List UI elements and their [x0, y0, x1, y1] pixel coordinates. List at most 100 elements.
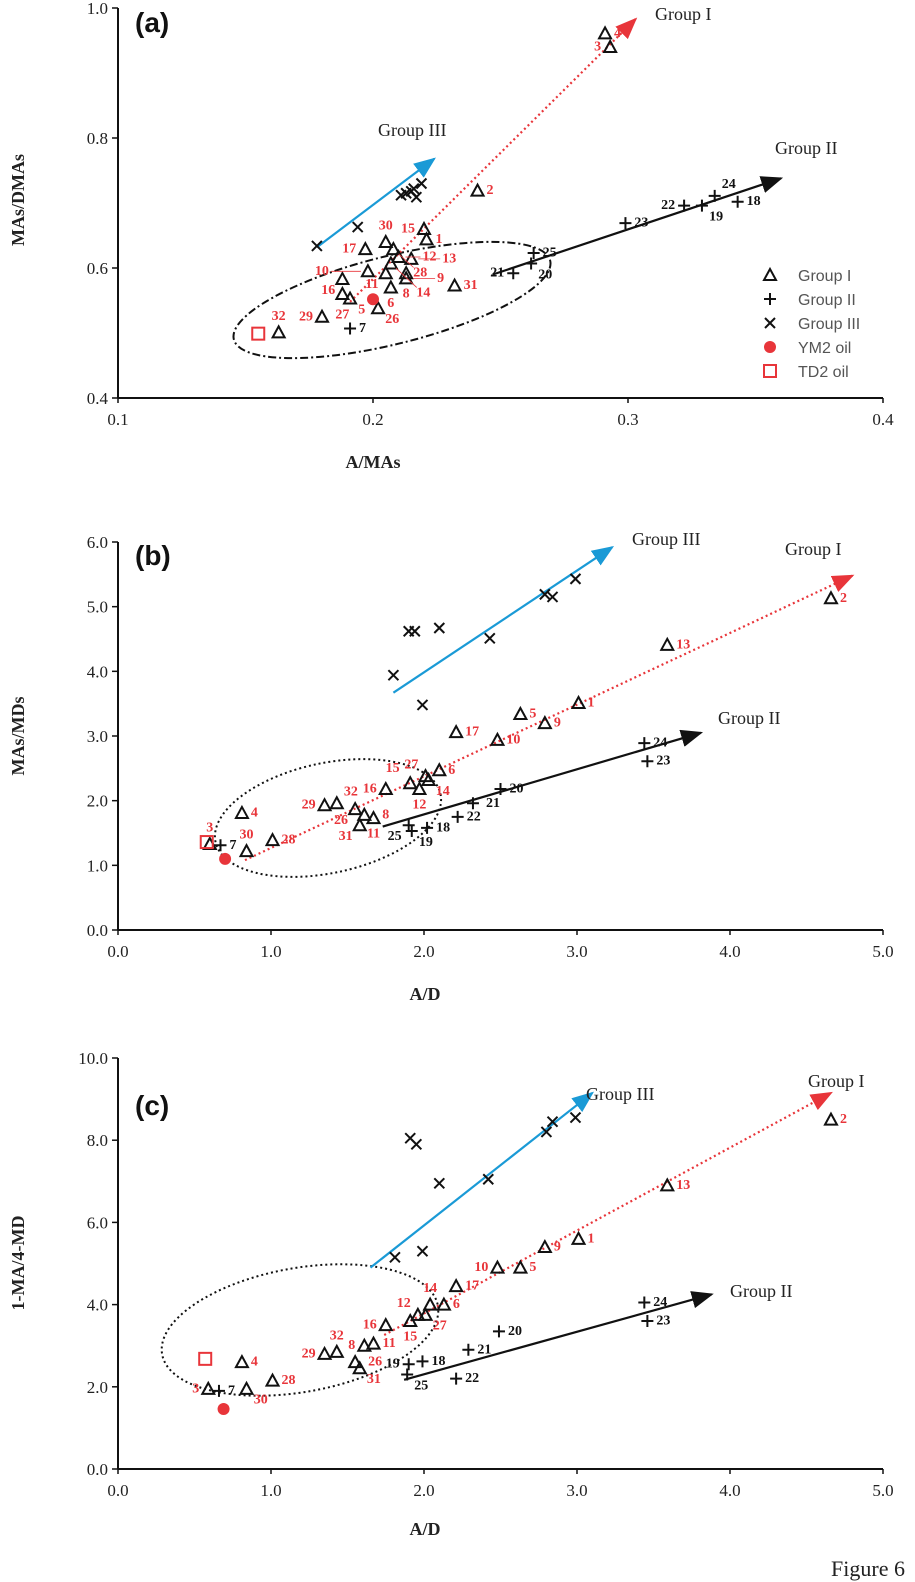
group1-point: [365, 1335, 382, 1350]
group1-point: [352, 1360, 368, 1375]
group1-point: [352, 817, 368, 832]
point-label: 11: [382, 1336, 395, 1351]
point-label: 5: [529, 1260, 536, 1275]
trend-label-g2: Group II: [730, 1281, 792, 1301]
legend-label: TD2 oil: [798, 364, 849, 381]
group1-point: [378, 1317, 394, 1332]
point-label: 17: [465, 725, 479, 740]
point-label: 30: [240, 828, 254, 843]
group1-point: [402, 775, 418, 790]
label-leader-line: [398, 253, 414, 268]
point-label: 6: [387, 296, 394, 311]
group1-point: [823, 590, 839, 605]
x-tick-label: 5.0: [872, 1481, 893, 1500]
point-label: 11: [367, 827, 380, 842]
point-label: 17: [342, 242, 356, 257]
y-tick-label: 0.6: [87, 259, 108, 278]
trend-label-g3: Group III: [586, 1084, 654, 1104]
point-label: 1: [588, 696, 595, 711]
group1-point: [410, 1306, 426, 1321]
point-label: 28: [282, 1373, 296, 1388]
y-tick-label: 0.0: [87, 1460, 108, 1479]
point-label: 18: [432, 1354, 446, 1369]
point-label: 23: [656, 754, 670, 769]
group3-point: [415, 177, 428, 190]
group2-point: [619, 217, 632, 230]
group1-point: [238, 843, 255, 858]
y-axis-label: 1-MA/4-MD: [8, 1216, 28, 1311]
group1-point: [314, 308, 330, 323]
point-label: 16: [363, 1318, 377, 1333]
point-label: 26: [385, 312, 399, 327]
point-label: 15: [403, 1330, 417, 1345]
x-axis-label: A/D: [410, 984, 441, 1004]
label-leader-lines: [330, 253, 441, 288]
point-label: 24: [653, 736, 667, 751]
point-label: 30: [379, 219, 393, 234]
group1-point: [370, 300, 386, 315]
group1-point: [570, 1230, 587, 1245]
x-tick-label: 0.4: [872, 410, 894, 429]
figure-caption: Figure 6: [831, 1556, 905, 1581]
point-label: 24: [722, 177, 736, 192]
y-tick-label: 1.0: [87, 856, 108, 875]
trend-arrow-g3: [369, 1091, 595, 1269]
point-label: 15: [386, 761, 400, 776]
group3-point: [410, 191, 423, 203]
point-label: 21: [477, 1342, 491, 1357]
group2-point: [212, 1384, 225, 1397]
x-axis-label: A/MAs: [346, 452, 401, 472]
group1-point: [431, 762, 447, 777]
point-label: 3: [594, 40, 601, 55]
group1-point: [602, 38, 618, 53]
group1-point: [316, 1345, 333, 1360]
group1-point: [489, 731, 506, 746]
trend-arrow-g1: [244, 574, 855, 862]
legend-marker-ym2: [764, 341, 776, 353]
group2-point: [708, 189, 721, 202]
td2-oil-point: [199, 835, 214, 850]
point-label: 19: [419, 835, 433, 850]
group1-point: [398, 270, 414, 285]
y-tick-label: 5.0: [87, 598, 108, 617]
group2-point: [641, 1315, 654, 1328]
trend-label-g1: Group I: [808, 1071, 865, 1091]
point-label: 32: [272, 309, 286, 324]
panel-b: 0.0 1.0 2.0 3.0 4.0 5.0 0.0 1.0 2.0 3.0 4.0 5.0 6.0 A…: [8, 529, 894, 1004]
group2-point: [695, 199, 708, 212]
x-tick-label: 5.0: [872, 942, 893, 961]
td2-oil-point: [198, 1351, 213, 1366]
group1-point: [403, 250, 419, 265]
legend-marker-group1: [762, 266, 778, 281]
trend-arrow-g2: [382, 729, 704, 828]
group3-point: [540, 1126, 553, 1138]
point-label: 10: [315, 264, 329, 279]
group2-point: [494, 783, 507, 796]
point-label: 13: [676, 1178, 690, 1193]
group1-point: [659, 1177, 675, 1192]
x-tick-label: 0.3: [617, 410, 638, 429]
group3-point: [539, 588, 551, 601]
x-tick-label: 1.0: [260, 1481, 281, 1500]
legend-label: YM2 oil: [798, 340, 851, 357]
group1-point: [398, 265, 414, 280]
group2-point: [462, 1343, 475, 1356]
x-axis-label: A/D: [410, 1519, 441, 1539]
group1-point: [570, 694, 587, 710]
point-label: 28: [413, 266, 427, 281]
point-label: 25: [414, 1378, 428, 1393]
y-tick-label: 3.0: [87, 727, 108, 746]
point-label: 26: [368, 1355, 382, 1370]
point-label: 13: [676, 637, 690, 652]
point-label: 8: [348, 1338, 355, 1353]
legend-label: Group III: [798, 316, 860, 333]
panel-label: (a): [135, 7, 169, 38]
x-tick-label: 2.0: [413, 942, 434, 961]
point-label: 10: [474, 1260, 488, 1275]
group2-point: [405, 825, 418, 838]
group3-point: [387, 669, 400, 681]
group1-point: [356, 806, 373, 821]
point-label: 2: [840, 1112, 847, 1127]
group1-point: [436, 1296, 452, 1311]
cluster-ellipse: [213, 758, 443, 878]
